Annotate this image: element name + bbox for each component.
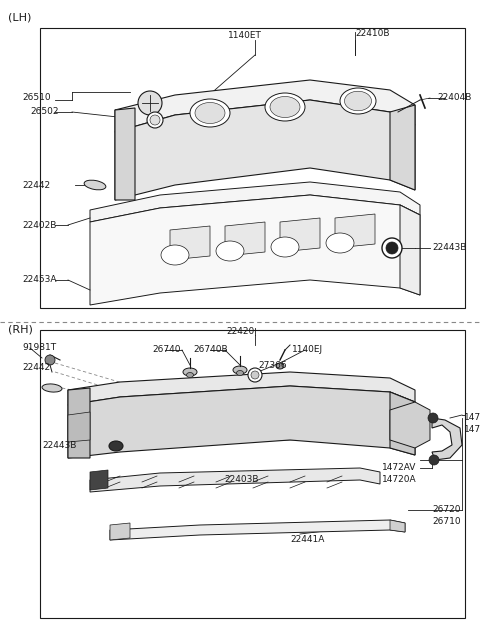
Ellipse shape bbox=[161, 245, 189, 265]
Text: 1140ET: 1140ET bbox=[228, 31, 262, 40]
Ellipse shape bbox=[237, 370, 243, 376]
Polygon shape bbox=[225, 222, 265, 256]
Ellipse shape bbox=[187, 372, 193, 377]
Ellipse shape bbox=[345, 91, 372, 111]
Circle shape bbox=[428, 413, 438, 423]
Bar bbox=[40, 28, 465, 308]
Circle shape bbox=[138, 91, 162, 115]
Polygon shape bbox=[390, 392, 415, 455]
Ellipse shape bbox=[195, 103, 225, 123]
Polygon shape bbox=[335, 214, 375, 248]
Text: 22443B: 22443B bbox=[432, 243, 467, 252]
Polygon shape bbox=[68, 386, 415, 458]
Text: 91981T: 91981T bbox=[22, 343, 56, 352]
Text: 22404B: 22404B bbox=[437, 94, 471, 103]
Polygon shape bbox=[390, 520, 405, 532]
Text: 22442: 22442 bbox=[22, 180, 50, 189]
Ellipse shape bbox=[84, 180, 106, 190]
Polygon shape bbox=[170, 226, 210, 260]
Ellipse shape bbox=[271, 237, 299, 257]
Text: 26720: 26720 bbox=[432, 505, 460, 514]
Polygon shape bbox=[110, 520, 405, 540]
Text: 22443B: 22443B bbox=[42, 442, 76, 451]
Ellipse shape bbox=[270, 96, 300, 117]
Polygon shape bbox=[90, 182, 420, 222]
Polygon shape bbox=[90, 468, 380, 492]
Text: 1472AV: 1472AV bbox=[382, 464, 416, 473]
Text: 26740: 26740 bbox=[152, 345, 180, 354]
Circle shape bbox=[382, 238, 402, 258]
Ellipse shape bbox=[216, 241, 244, 261]
Polygon shape bbox=[68, 412, 90, 442]
Text: 22441A: 22441A bbox=[290, 535, 324, 544]
Text: 22410B: 22410B bbox=[355, 30, 389, 39]
Polygon shape bbox=[115, 80, 415, 132]
Circle shape bbox=[150, 115, 160, 125]
Polygon shape bbox=[110, 523, 130, 540]
Ellipse shape bbox=[265, 93, 305, 121]
Text: 22442: 22442 bbox=[22, 363, 50, 372]
Polygon shape bbox=[400, 205, 420, 295]
Text: 22402B: 22402B bbox=[22, 220, 56, 229]
Text: 27366: 27366 bbox=[258, 361, 287, 370]
Polygon shape bbox=[432, 418, 462, 460]
Text: 26510: 26510 bbox=[22, 92, 50, 101]
Text: 14720A: 14720A bbox=[382, 476, 417, 485]
Polygon shape bbox=[115, 100, 415, 200]
Polygon shape bbox=[68, 388, 90, 458]
Polygon shape bbox=[68, 372, 415, 405]
Polygon shape bbox=[90, 470, 108, 490]
Circle shape bbox=[45, 355, 55, 365]
Bar bbox=[40, 330, 465, 618]
Text: 22403B: 22403B bbox=[224, 476, 259, 485]
Circle shape bbox=[248, 368, 262, 382]
Ellipse shape bbox=[276, 363, 284, 369]
Ellipse shape bbox=[42, 384, 62, 392]
Circle shape bbox=[251, 371, 259, 379]
Ellipse shape bbox=[190, 99, 230, 127]
Ellipse shape bbox=[340, 88, 376, 114]
Text: 1140EJ: 1140EJ bbox=[292, 345, 323, 354]
Ellipse shape bbox=[109, 441, 123, 451]
Text: 26502: 26502 bbox=[30, 107, 59, 116]
Circle shape bbox=[386, 242, 398, 254]
Circle shape bbox=[429, 455, 439, 465]
Text: 1472AI: 1472AI bbox=[464, 426, 480, 435]
Ellipse shape bbox=[183, 368, 197, 376]
Text: 26740B: 26740B bbox=[193, 345, 228, 354]
Circle shape bbox=[147, 112, 163, 128]
Text: 22420: 22420 bbox=[226, 327, 254, 336]
Ellipse shape bbox=[233, 366, 247, 374]
Text: (RH): (RH) bbox=[8, 325, 33, 335]
Text: 22453A: 22453A bbox=[22, 275, 57, 284]
Text: 26710: 26710 bbox=[432, 517, 461, 526]
Polygon shape bbox=[390, 402, 430, 448]
Polygon shape bbox=[90, 195, 420, 305]
Polygon shape bbox=[390, 105, 415, 190]
Polygon shape bbox=[115, 108, 135, 200]
Ellipse shape bbox=[326, 233, 354, 253]
Text: 1472BB: 1472BB bbox=[464, 413, 480, 422]
Text: (LH): (LH) bbox=[8, 13, 31, 23]
Polygon shape bbox=[280, 218, 320, 252]
